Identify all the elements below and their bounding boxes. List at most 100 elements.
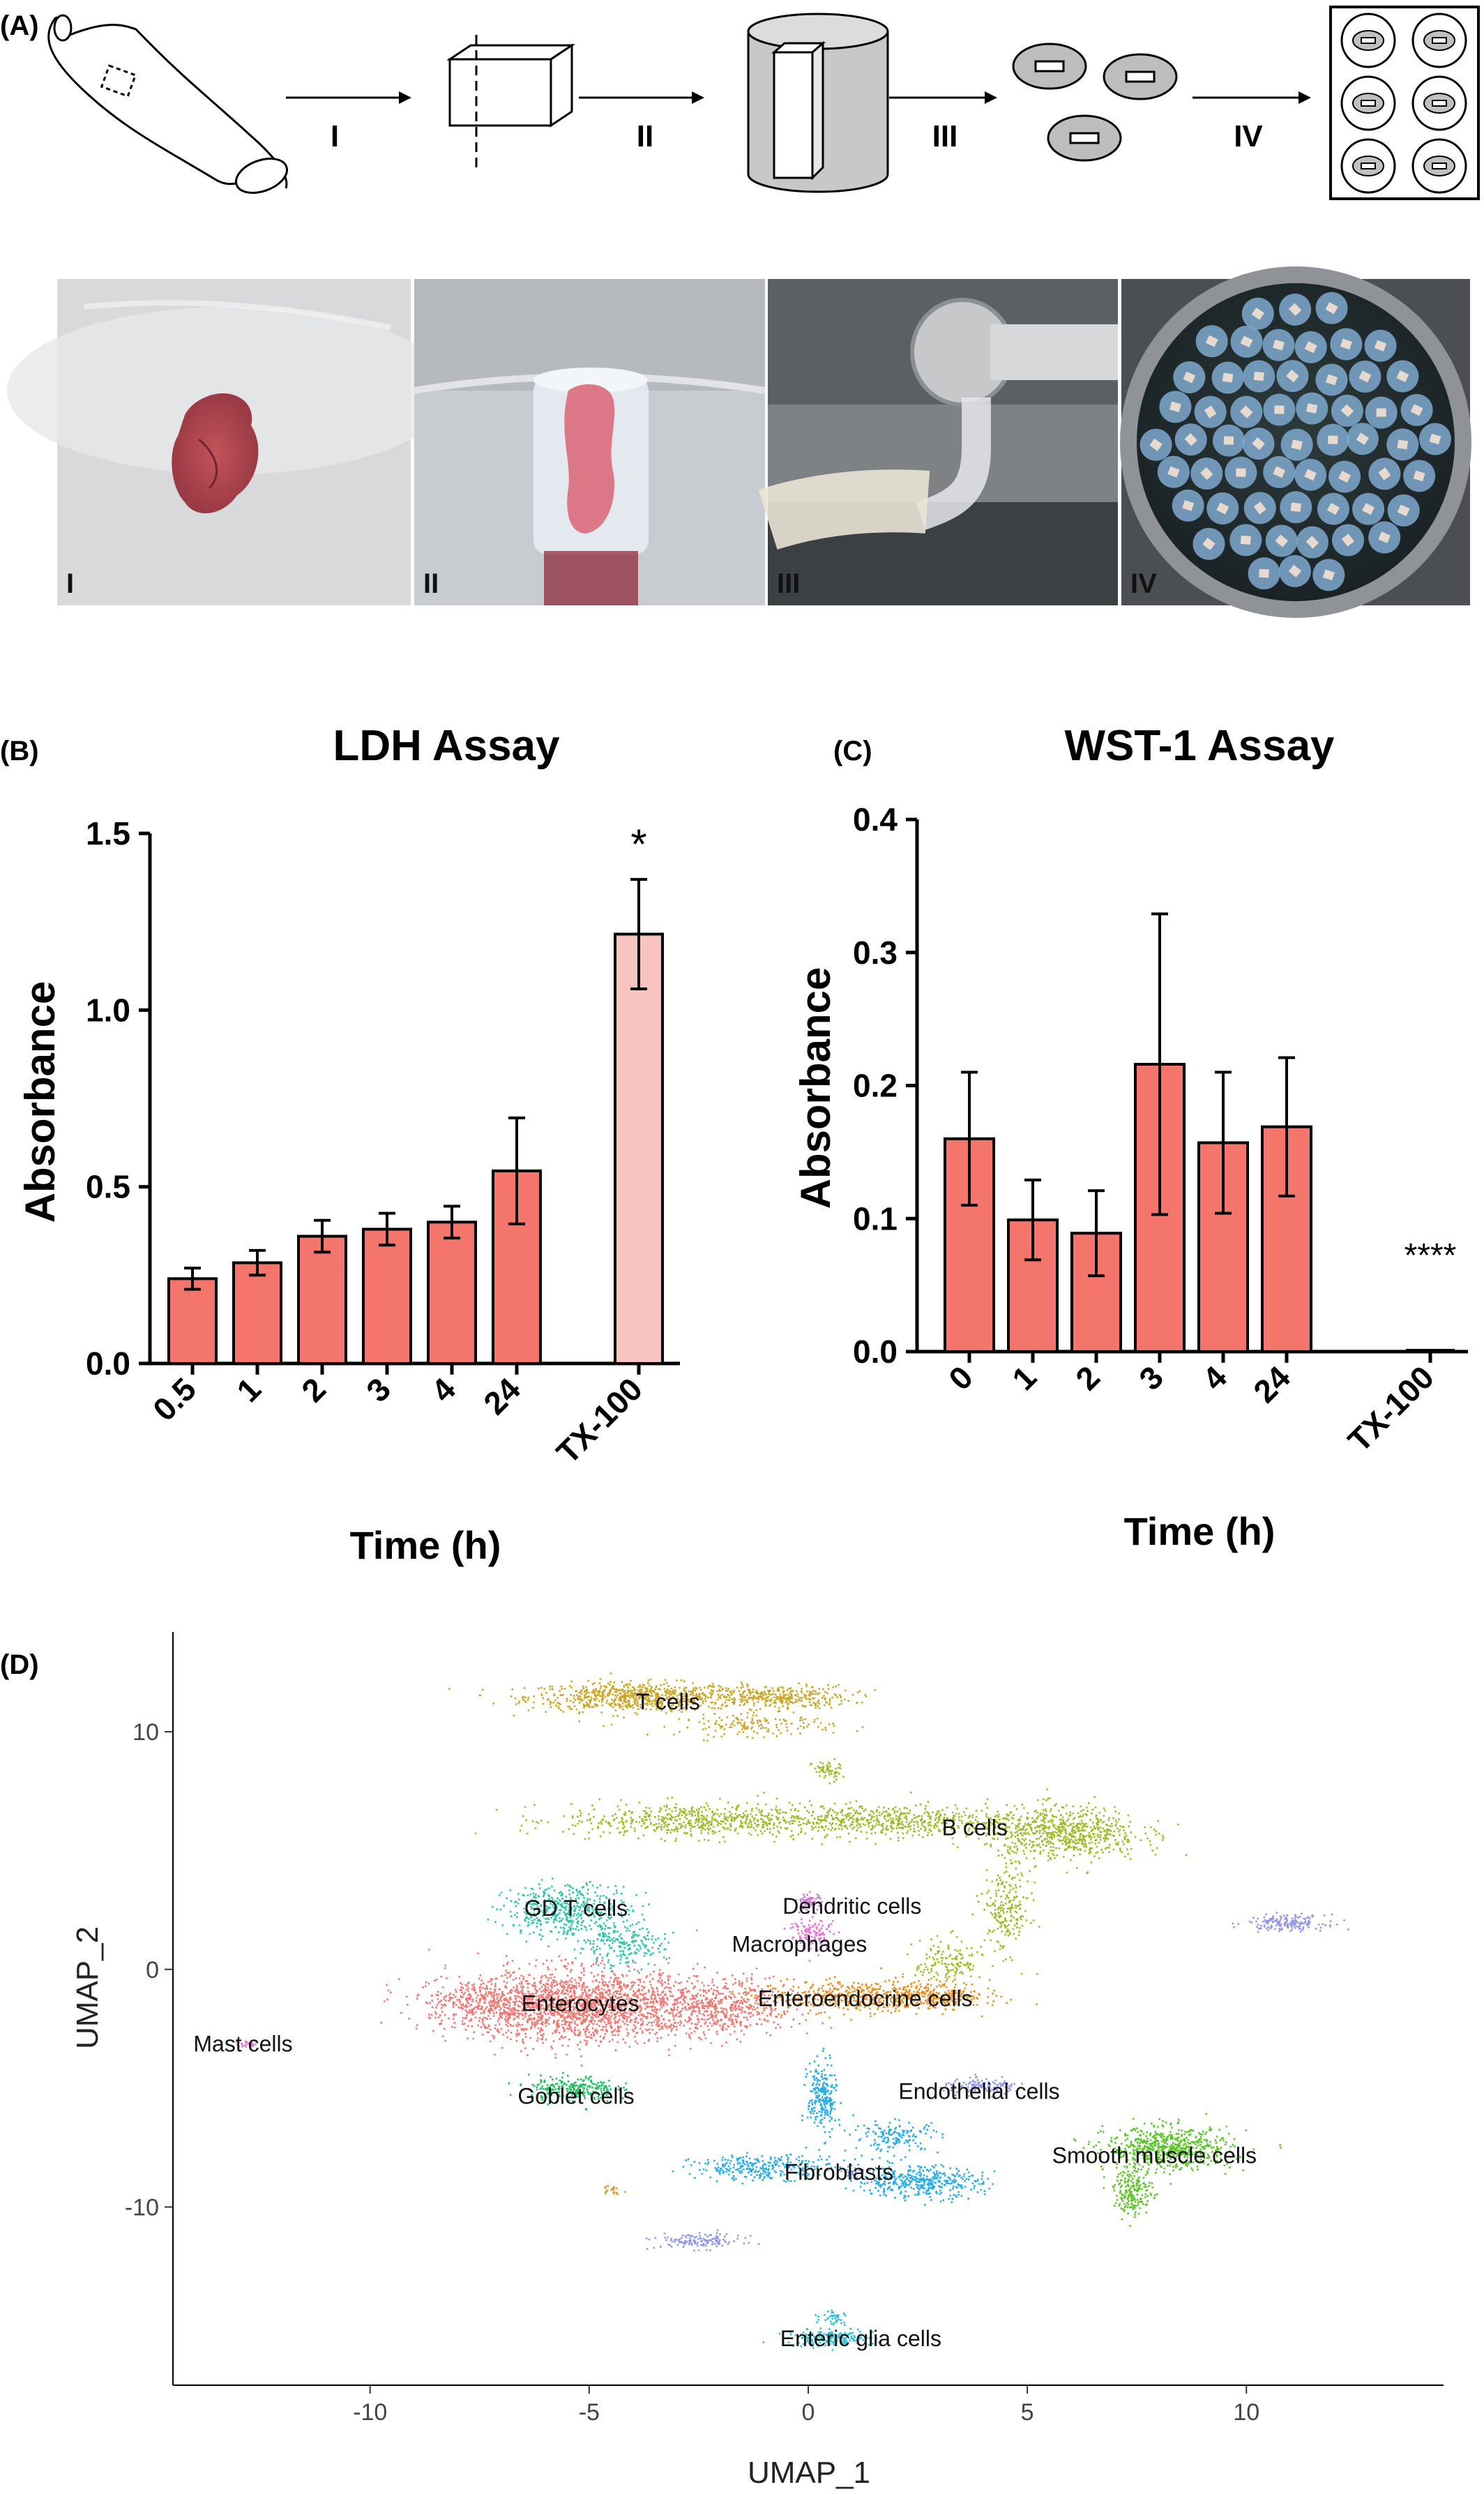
tissue-slice-14 [1325,374,1338,386]
umap-label-enteric-glia-cells: Enteric glia cells [780,2326,941,2351]
ldh-xtick-label-24: 24 [476,1370,527,1421]
photo-4: IV [1120,266,1471,618]
umap-points-t-cells-1 [448,1672,803,1727]
umap-points-gd-t-cells-11 [575,1914,674,1973]
tissue-slice-47 [1362,503,1375,515]
tissue-slice-35 [1200,467,1213,481]
ldh-xtick-label-4: 4 [424,1370,462,1409]
umap-points-fibroblasts-27 [842,2156,996,2206]
umap-points-enteroendocrine-cells-17 [713,1967,1038,2021]
umap-ytick-label-2: 10 [132,1719,159,1746]
umap-ytick-label-0: -10 [125,2194,159,2221]
tissue-slice-17 [1169,401,1181,413]
tissue-slice-12 [1253,371,1264,381]
tissue-slice-22 [1340,404,1354,418]
tissue-slice-54 [1378,531,1391,543]
tissue-slice-20 [1274,405,1285,414]
step-arrow-2 [579,91,704,104]
ldh-bar-1 [232,1261,282,1365]
tissue-slice-33 [1429,433,1441,445]
tissue-slice-46 [1326,502,1340,515]
umap-points-enteric-glia-cells-31 [762,2327,880,2351]
umap-points-b-cells-8 [902,1930,1023,1997]
tissue-slice-29 [1291,439,1303,451]
chart-c-title: WST-1 Assay [1064,722,1335,770]
photo-1: I [7,279,453,605]
tissue-slice-13 [1286,370,1299,383]
wst1-xtick-label-24: 24 [1246,1359,1297,1410]
step-arrow-1 [286,91,411,104]
umap-label-b-cells: B cells [942,1815,1008,1840]
photo-4-label: IV [1130,568,1157,599]
chart-c-plot: 0.0 0.1 0.2 0.3 0.4 0 1 2 3 4 24 TX-100 **** [853,801,1468,1459]
umap-label-gd-t-cells: GD T cells [524,1896,628,1921]
umap-points-b-cells-7 [971,1852,1040,1975]
umap-points-fibroblasts-25 [801,2047,854,2151]
tissue-slice-31 [1356,432,1369,446]
tissue-slice-32 [1397,439,1409,450]
tissue-slice-34 [1167,466,1180,478]
tissue-slice-52 [1305,536,1319,549]
step-label-2: II [637,119,653,153]
tissue-slice-11 [1222,372,1234,383]
umap-xlabel: UMAP_1 [748,2456,870,2490]
photo-2: II [414,279,766,605]
photo-3: III [758,279,1118,605]
umap-points-macrophages-13 [783,1916,840,1962]
umap-points-smooth-muscle-cells-29 [1073,2113,1282,2185]
wst1-xtick-label-3: 3 [1132,1359,1170,1397]
tissue-slice-1 [1251,307,1264,320]
chart-b-plot: 0.0 0.5 1.0 1.5 0.5 1 2 3 4 24 TX-100 * [86,815,680,1471]
tissue-slice-27 [1223,436,1234,445]
tissue-slice-53 [1341,534,1355,547]
umap-points-enteric-glia-cells-32 [815,2309,847,2327]
wst1-ytick-label-0: 0.0 [853,1333,898,1370]
umap-points-enterocytes-14 [380,1929,803,2066]
well-slice-core-2 [1432,37,1447,44]
tissue-slice-4 [1205,335,1218,347]
ldh-xtick-label-TX-100: TX-100 [550,1370,649,1470]
tissue-slice-43 [1216,502,1229,515]
well-slice-core-1 [1361,37,1376,44]
well-slice-core-6 [1432,163,1447,169]
umap-points-b-cells-4 [474,1794,901,1843]
tissue-slice-21 [1306,403,1318,414]
wst1-ytick-label-2: 0.2 [853,1068,898,1104]
umap-points-b-cells-5 [675,1791,1096,1845]
tissue-slice-51 [1275,534,1288,547]
panel-b-label: (B) [0,736,39,766]
ldh-ytick-label-3: 1.5 [86,815,130,852]
chart-c-xlabel: Time (h) [1124,1509,1275,1553]
tissue-slice-49 [1202,537,1216,550]
tissue-slice-45 [1290,502,1301,513]
wst1-xtick-label-TX-100: TX-100 [1341,1359,1441,1458]
umap-plot: -10 -5 0 5 10 -10 0 10 T cells B cells GD T cells D… [125,1632,1444,2426]
well-slice-core-4 [1432,100,1447,107]
tissue-slice-50 [1240,535,1251,545]
ldh-ytick-label-0: 0.0 [86,1345,130,1382]
step-label-4: IV [1234,119,1263,153]
tissue-slice-2 [1288,303,1302,317]
tissue-slice-15 [1358,370,1372,383]
umap-ytick-label-1: 0 [146,1957,159,1983]
tissue-slice-38 [1304,469,1317,481]
wst1-ytick-label-3: 0.3 [853,935,898,971]
umap-points-enteroendocrine-cells-18 [892,1978,998,2016]
umap-points-goblet-cells-20 [508,2072,630,2110]
tissue-slice-8 [1340,338,1352,350]
umap-xtick-label-1: -5 [579,2399,600,2426]
tissue-slice-56 [1288,564,1302,577]
tissue-slice-36 [1236,468,1246,477]
tissue-slice-37 [1273,466,1286,478]
tissue-slice-5 [1240,335,1253,348]
panel-c-label: (C) [833,736,872,766]
umap-points-endothelial-cells-22 [1232,1912,1349,1933]
tissue-slice-42 [1182,499,1195,511]
chart-c-ylabel: Absorbance [792,967,839,1209]
umap-points-mast-cells-19 [235,2040,257,2048]
six-well-plate-drawing [1329,6,1480,200]
umap-label-endothelial-cells: Endothelial cells [898,2079,1059,2104]
panel-a-label: (A) [0,10,39,41]
tissue-slices-drawing [1012,43,1178,162]
tissue-slice-40 [1378,467,1391,481]
